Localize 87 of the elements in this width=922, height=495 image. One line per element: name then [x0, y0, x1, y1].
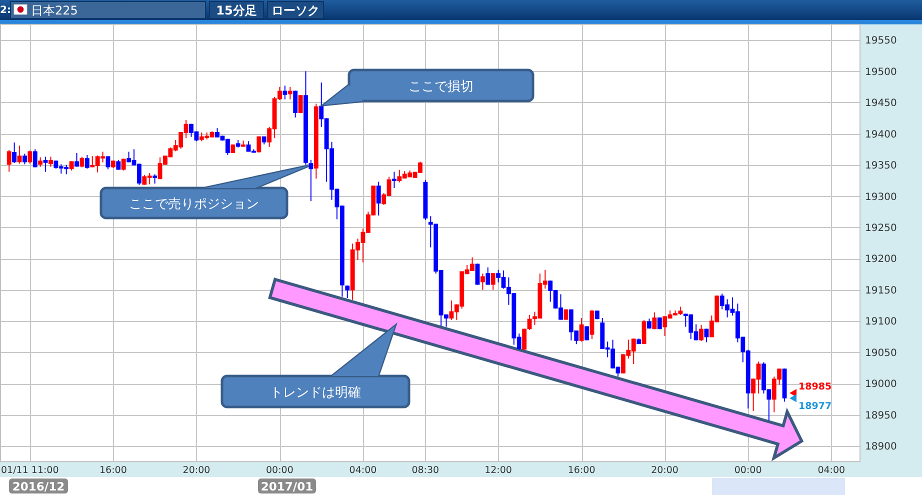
x-tick-label: 04:00	[349, 465, 377, 476]
candlestick	[423, 179, 428, 220]
x-tick-label: 00:00	[266, 465, 294, 476]
annotation: ここで売りポジション	[129, 197, 259, 212]
text: 2017/01	[260, 480, 314, 494]
candlestick	[704, 328, 709, 343]
candlestick	[43, 156, 48, 172]
candlestick	[262, 136, 266, 145]
candlestick	[236, 139, 240, 148]
candlestick	[486, 266, 490, 286]
candlestick	[48, 156, 53, 168]
text: 2:	[0, 5, 11, 16]
candlestick	[74, 152, 79, 168]
candlestick	[293, 90, 298, 118]
candlestick	[17, 145, 22, 164]
candlestick	[256, 136, 262, 153]
candlestick	[84, 154, 90, 170]
x-tick-label: 01/11 11:00	[1, 465, 59, 476]
candlestick	[490, 272, 496, 290]
candlestick	[304, 70, 308, 166]
candlestick	[80, 156, 84, 168]
candlestick	[392, 171, 396, 189]
candlestick	[116, 159, 121, 170]
y-tick-label: 18900	[865, 442, 897, 453]
x-tick-label: 04:00	[818, 465, 846, 476]
candlestick	[657, 316, 662, 330]
text: ローソク	[272, 4, 320, 18]
candlestick	[345, 284, 350, 298]
candlestick	[594, 310, 600, 320]
candlestick	[584, 326, 589, 341]
candlestick	[782, 368, 787, 402]
candlestick	[288, 86, 292, 100]
y-tick-label: 19550	[865, 36, 897, 47]
candlestick	[480, 273, 485, 290]
annotation: 18985	[798, 382, 832, 392]
chart-title: 日本225	[31, 4, 78, 18]
candlestick	[314, 103, 318, 180]
y-tick-label: 19050	[865, 348, 897, 359]
candlestick	[652, 312, 657, 330]
annotation: 18977	[798, 400, 832, 412]
x-tick-label: 12:00	[484, 465, 512, 476]
candlestick	[376, 181, 381, 216]
candlestick	[121, 158, 126, 172]
candlestick	[308, 159, 314, 202]
candlestick	[642, 319, 646, 345]
candlestick	[152, 174, 158, 184]
y-tick-label: 19000	[865, 379, 897, 390]
annotation: ここで損切	[408, 80, 474, 94]
candlestick	[12, 142, 17, 164]
candlestick	[579, 317, 584, 342]
y-tick-label: 19150	[865, 285, 897, 296]
candlestick	[22, 153, 27, 165]
text: 2016/12	[12, 480, 65, 494]
x-tick-label: 16:00	[100, 465, 127, 476]
y-tick-label: 19400	[865, 129, 897, 140]
y-tick-label: 19200	[865, 254, 897, 266]
candlestick	[298, 94, 303, 114]
y-tick-label: 19350	[865, 160, 897, 172]
candlestick	[699, 324, 704, 342]
y-tick-label: 19100	[865, 316, 897, 328]
x-tick-label: 16:00	[568, 465, 596, 476]
x-tick-label: 08:30	[412, 465, 440, 476]
candlestick	[38, 156, 43, 168]
text: 15分足	[216, 4, 257, 18]
y-tick-label: 19300	[865, 192, 897, 203]
candlestick	[106, 156, 110, 170]
candlestick	[110, 160, 116, 169]
candlestick	[241, 140, 246, 148]
candlestick	[475, 263, 480, 286]
candlestick	[230, 144, 236, 154]
candlestick	[28, 150, 32, 164]
annotation: トレンドは明確	[270, 386, 361, 400]
candlestick	[564, 308, 568, 320]
candlestick	[69, 160, 74, 172]
x-tick-label: 00:00	[734, 465, 762, 476]
y-tick-label: 19250	[865, 223, 897, 234]
candlestick	[6, 149, 12, 172]
candlestick	[282, 85, 288, 100]
candlestick	[636, 338, 642, 345]
candlestick	[32, 148, 38, 168]
x-tick-label: 20:00	[651, 465, 678, 476]
candlestick	[590, 309, 594, 340]
y-tick-label: 18950	[865, 410, 897, 422]
y-tick-label: 19450	[865, 98, 897, 110]
candlestick	[647, 318, 652, 330]
x-tick-label: 20:00	[182, 465, 210, 476]
y-tick-label: 19500	[865, 66, 897, 78]
